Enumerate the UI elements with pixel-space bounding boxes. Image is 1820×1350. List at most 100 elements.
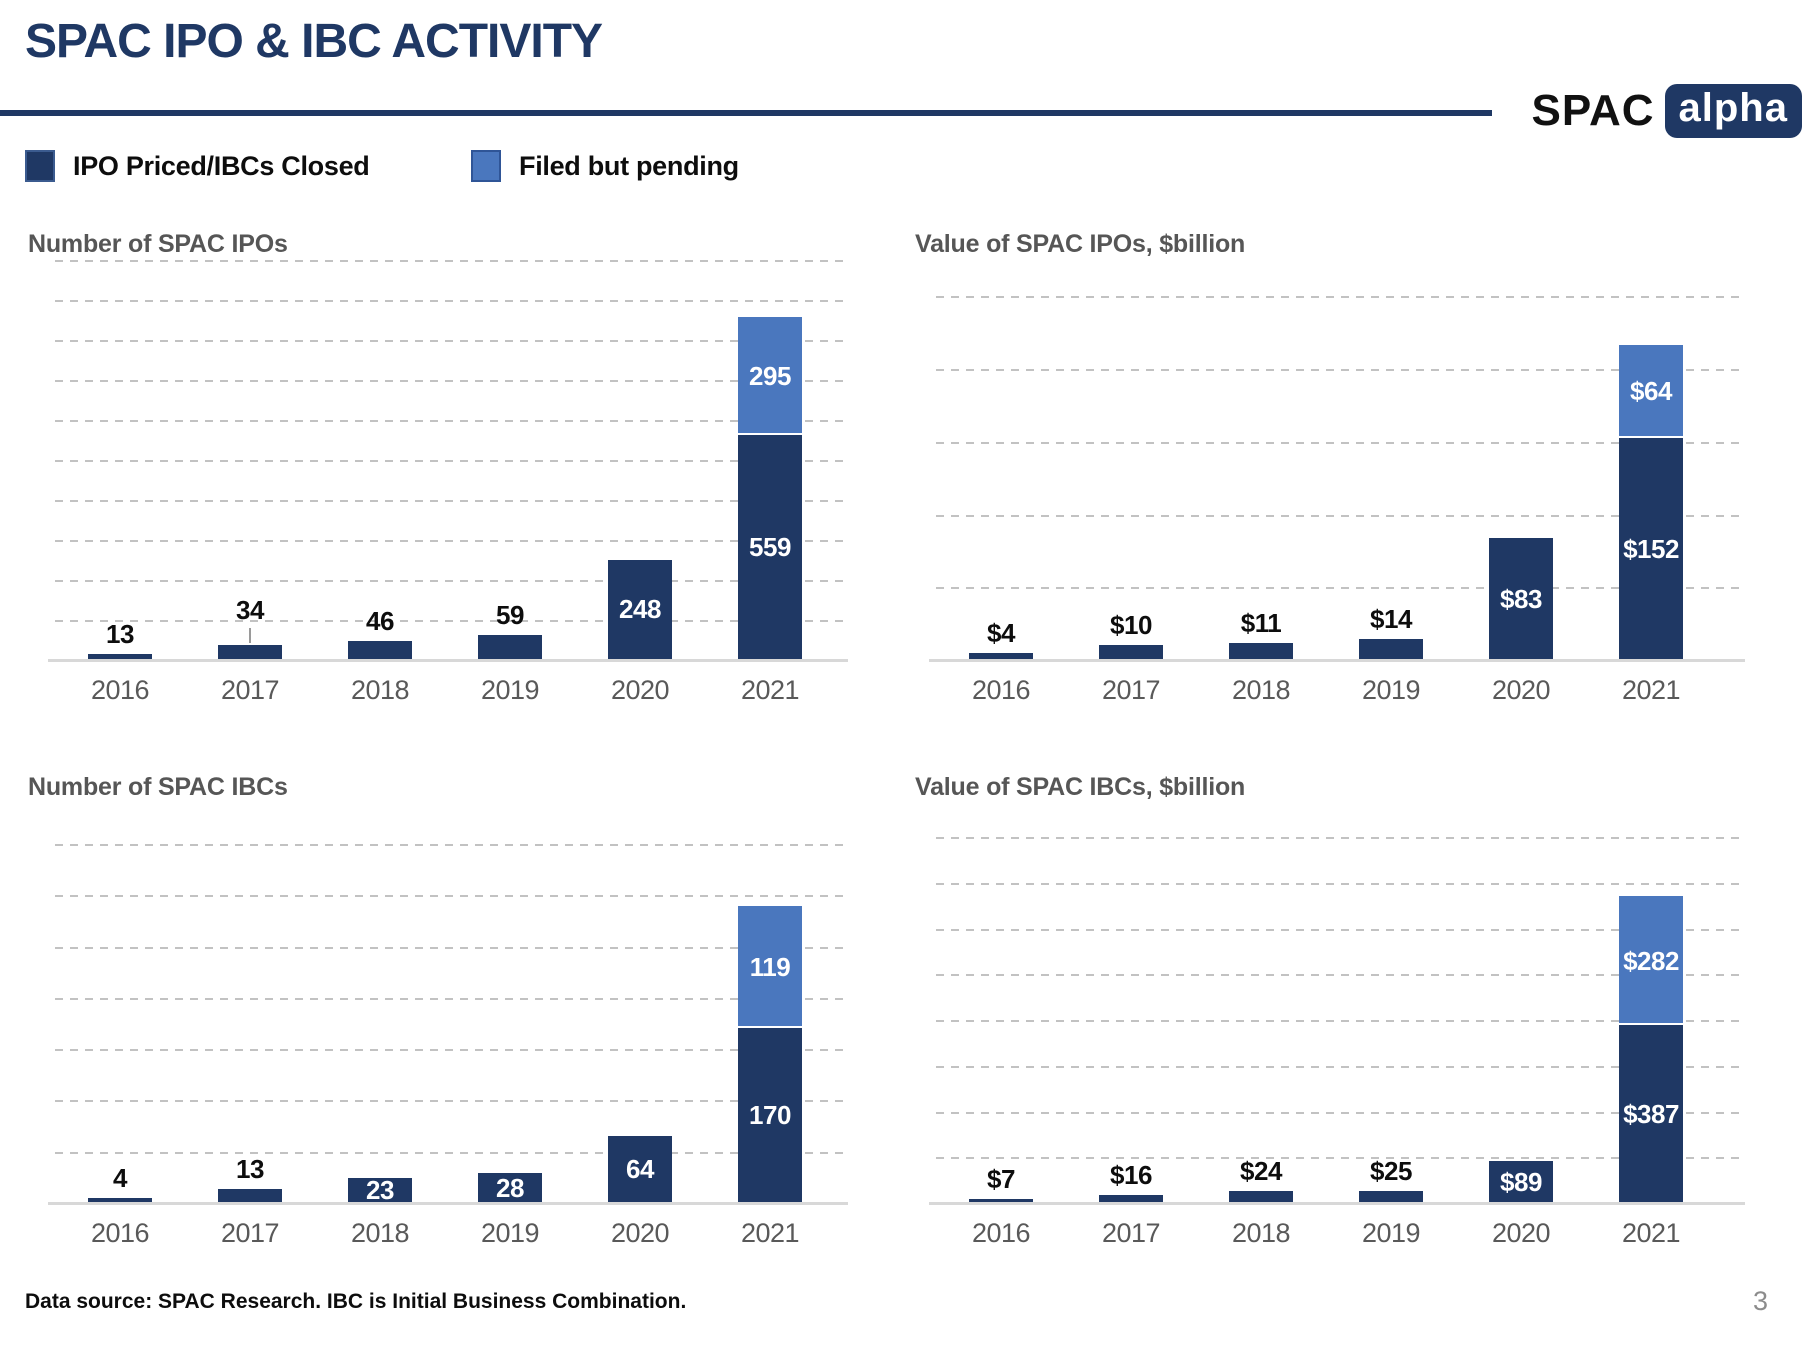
gridline [55,300,848,302]
bar-value-label: 34 [236,595,264,626]
bar-segment-pending [1619,896,1683,1026]
bar-segment-closed [969,1198,1033,1202]
plot-area: $7 $16 $24 $25 $89 $387 $282 [915,805,1745,1205]
bar-segment-closed [88,1197,152,1202]
bar-segment-closed [1229,1191,1293,1202]
gridline [55,895,848,898]
gridline [55,1100,848,1103]
source-note: Data source: SPAC Research. IBC is Initi… [25,1290,687,1313]
bar-column: $11 [1196,262,1326,662]
bar-column: $83 [1456,262,1586,662]
bar-segment-closed [1489,538,1553,659]
logo-badge: alpha [1664,84,1802,138]
x-axis-label: 2018 [350,675,410,705]
gridline [55,540,848,542]
gridline [936,296,1745,299]
bar-value-label: 295 [749,361,791,392]
bar-segment-closed [738,435,802,659]
bar-value-label: $152 [1623,533,1679,564]
x-axis-label: 2019 [480,675,540,705]
gridline [936,441,1745,444]
bar-segment-closed [608,1136,672,1202]
bar-value-label: $83 [1500,583,1542,614]
gridline [55,340,848,342]
bar-value-label: 59 [496,600,524,631]
bar-value-label: 119 [749,951,791,982]
bar-segment-closed [1099,1194,1163,1202]
legend-label: Filed but pending [519,150,739,181]
bar-value-label: $7 [987,1163,1015,1194]
chart-number-of-spac-ipos: Number of SPAC IPOs 13 34 46 59 248 559 295 20… [28,230,848,706]
x-axis-label: 2019 [480,1218,540,1248]
x-axis-label: 2020 [610,675,670,705]
x-axis-label: 2016 [971,675,1031,705]
spac-alpha-logo: SPAC alpha [1532,84,1802,138]
bar-segment-closed [478,1173,542,1202]
gridline [936,1111,1745,1114]
bar-column: $7 [936,805,1066,1205]
header-divider [0,110,1492,116]
axis-baseline [48,1202,848,1205]
plot-area: $4 $10 $11 $14 $83 $152 $64 [915,262,1745,662]
bar-segment-closed [1229,643,1293,659]
bar-segment-closed [738,1027,802,1202]
page-number: 3 [1752,1286,1768,1316]
chart-title: Value of SPAC IPOs, $billion [915,230,1246,258]
chart-title: Value of SPAC IBCs, $billion [915,773,1246,801]
x-axis-label: 2016 [90,675,150,705]
bar-column: 46 [315,262,445,662]
bar-value-label: 28 [496,1172,524,1203]
bar-segment-closed [348,1178,412,1202]
bar-column: 13 [55,262,185,662]
bar-value-label: 13 [106,618,134,649]
bar-segment-closed [218,645,282,659]
pending-swatch-icon [471,150,501,182]
gridline [936,1157,1745,1160]
bar-segment-closed [478,635,542,659]
bar-value-label: 4 [113,1162,127,1193]
gridline [55,460,848,462]
x-axis: 2016 2017 2018 2019 2020 2021 [55,662,835,706]
page-title: SPAC IPO & IBC ACTIVITY [25,15,603,68]
gridline [936,928,1745,931]
bar-column: $10 [1066,262,1196,662]
bar-column: $25 [1326,805,1456,1205]
bar-column: 248 [575,262,705,662]
bar-column: 170 119 [705,805,835,1205]
x-axis-label: 2019 [1361,1218,1421,1248]
chart-title: Number of SPAC IBCs [28,773,288,801]
x-axis-label: 2017 [220,1218,280,1248]
bar-value-label: $64 [1630,376,1672,407]
bar-segment-pending [1619,344,1683,438]
bar-column: 23 [315,805,445,1205]
bar-value-label: 559 [749,532,791,563]
gridline [936,974,1745,977]
bar-column: 559 295 [705,262,835,662]
bar-value-label: 13 [236,1153,264,1184]
bar-columns: 4 13 23 28 64 170 119 [55,805,835,1205]
bar-segment-closed [1619,1025,1683,1202]
bar-value-label: $24 [1240,1156,1282,1186]
chart-value-of-spac-ibcs: Value of SPAC IBCs, $billion $7 $16 $24 $25… [915,773,1745,1249]
gridline [55,1049,848,1052]
bar-column: $4 [936,262,1066,662]
x-axis-label: 2018 [1231,1218,1291,1248]
gridline [55,420,848,422]
bar-columns: 13 34 46 59 248 559 295 [55,262,835,662]
gridline [936,883,1745,885]
x-axis: 2016 2017 2018 2019 2020 2021 [55,1205,835,1249]
bar-column: $24 [1196,805,1326,1205]
bar-segment-closed [1359,1190,1423,1202]
bar-value-label: $14 [1370,603,1412,634]
gridline [55,620,848,622]
x-axis-label: 2017 [220,675,280,705]
bar-segment-closed [1489,1161,1553,1202]
x-axis: 2016 2017 2018 2019 2020 2021 [936,662,1716,706]
x-axis-label: 2016 [90,1218,150,1248]
bar-segment-closed [1359,638,1423,659]
x-axis-label: 2017 [1101,675,1161,705]
bar-segment-closed [1099,644,1163,659]
x-axis-label: 2018 [1231,675,1291,705]
chart-number-of-spac-ibcs: Number of SPAC IBCs 4 13 23 28 64 170 119 2016… [28,773,848,1249]
